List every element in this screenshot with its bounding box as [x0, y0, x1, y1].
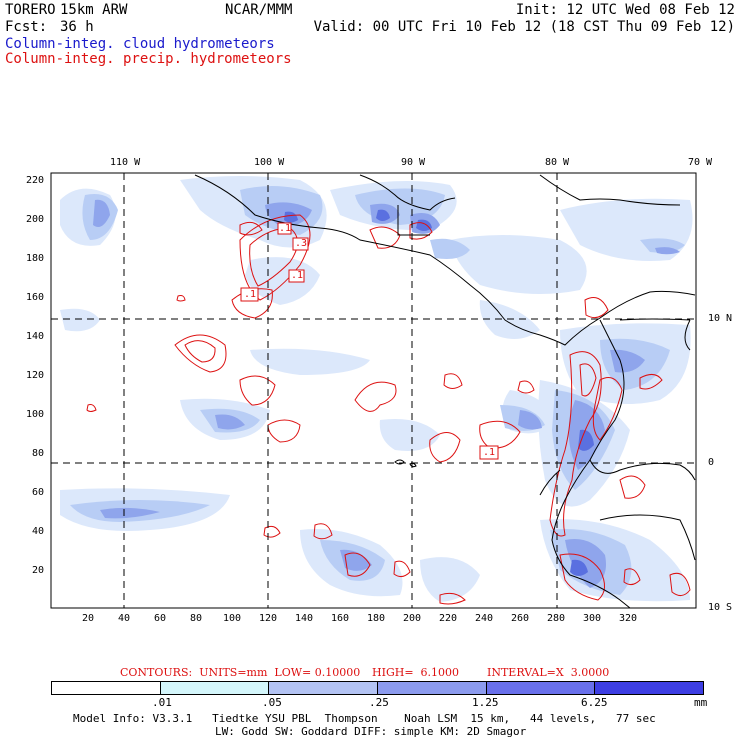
- contour-label: .1: [483, 447, 496, 458]
- init-time: Init: 12 UTC Wed 08 Feb 12: [515, 2, 735, 18]
- legend-swatch: [378, 682, 487, 694]
- legend-unit: mm: [694, 696, 708, 709]
- x-tick: 300: [583, 613, 602, 624]
- graticule: [51, 173, 696, 608]
- x-tick: 260: [511, 613, 530, 624]
- lon-label: 110 W: [110, 157, 141, 168]
- legend-label: .25: [369, 696, 389, 709]
- map-frame: [50, 172, 697, 609]
- x-tick: 20: [82, 613, 95, 624]
- y-tick: 100: [26, 409, 45, 420]
- legend-swatch: [595, 682, 704, 694]
- x-tick: 120: [259, 613, 278, 624]
- legend-label: 6.25: [581, 696, 608, 709]
- x-tick: 100: [223, 613, 242, 624]
- y-tick: 20: [32, 565, 45, 576]
- y-tick: 180: [26, 253, 45, 264]
- contour-high-caption: HIGH= 6.1000: [372, 666, 460, 679]
- y-tick: 160: [26, 292, 45, 303]
- y-tick: 60: [32, 487, 45, 498]
- cloud-hydrometeor-field: [60, 176, 693, 602]
- y-tick: 140: [26, 331, 45, 342]
- legend-label: 1.25: [472, 696, 499, 709]
- contour-label: .1: [244, 289, 257, 300]
- model-name: TORERO: [5, 2, 56, 18]
- forecast-label: Fcst:: [5, 19, 48, 35]
- y-tick: 200: [26, 214, 45, 225]
- x-tick: 60: [154, 613, 167, 624]
- color-legend-bar: [51, 681, 704, 695]
- lon-label: 70 W: [688, 157, 713, 168]
- contour-label: .3: [295, 238, 308, 249]
- org-label: NCAR/MMM: [225, 2, 293, 18]
- legend-swatch: [52, 682, 161, 694]
- legend-swatch: [269, 682, 379, 694]
- coastlines: [194, 174, 696, 608]
- x-tick: 160: [331, 613, 350, 624]
- x-tick: 80: [190, 613, 203, 624]
- forecast-hours: 36 h: [60, 19, 94, 35]
- cloud-field-title: Column-integ. cloud hydrometeors: [5, 36, 275, 52]
- contour-units-caption: CONTOURS: UNITS=mm LOW= 0.10000: [120, 666, 361, 679]
- legend-label: .05: [262, 696, 282, 709]
- lon-label: 90 W: [401, 157, 426, 168]
- valid-time: Valid: 00 UTC Fri 10 Feb 12 (18 CST Thu …: [313, 19, 735, 35]
- y-tick: 120: [26, 370, 45, 381]
- lat-label: 10 S: [708, 602, 733, 613]
- x-tick: 40: [118, 613, 131, 624]
- precip-field-title: Column-integ. precip. hydrometeors: [5, 51, 292, 67]
- precip-contours: [86, 214, 691, 605]
- contour-interval-caption: INTERVAL=X 3.0000: [487, 666, 610, 679]
- legend-swatch: [160, 682, 270, 694]
- x-tick: 280: [547, 613, 566, 624]
- x-tick: 240: [475, 613, 494, 624]
- legend-swatch: [486, 682, 596, 694]
- contour-label: .1: [279, 223, 292, 234]
- y-tick: 220: [26, 175, 45, 186]
- model-resolution: 15km ARW: [60, 2, 128, 18]
- lon-label: 100 W: [254, 157, 285, 168]
- legend-label: .01: [152, 696, 172, 709]
- model-info-line2: LW: Godd SW: Goddard DIFF: simple KM: 2D…: [215, 725, 527, 738]
- lat-label: 10 N: [708, 313, 733, 324]
- y-tick: 80: [32, 448, 45, 459]
- lat-label: 0: [708, 457, 715, 468]
- x-tick: 200: [403, 613, 422, 624]
- y-tick: 40: [32, 526, 45, 537]
- contour-label-boxes: [240, 222, 499, 460]
- model-info-line1: Model Info: V3.3.1 Tiedtke YSU PBL Thomp…: [73, 712, 656, 725]
- lon-label: 80 W: [545, 157, 570, 168]
- x-tick: 180: [367, 613, 386, 624]
- x-tick: 220: [439, 613, 458, 624]
- contour-label: .1: [291, 270, 304, 281]
- x-tick: 320: [619, 613, 638, 624]
- x-tick: 140: [295, 613, 314, 624]
